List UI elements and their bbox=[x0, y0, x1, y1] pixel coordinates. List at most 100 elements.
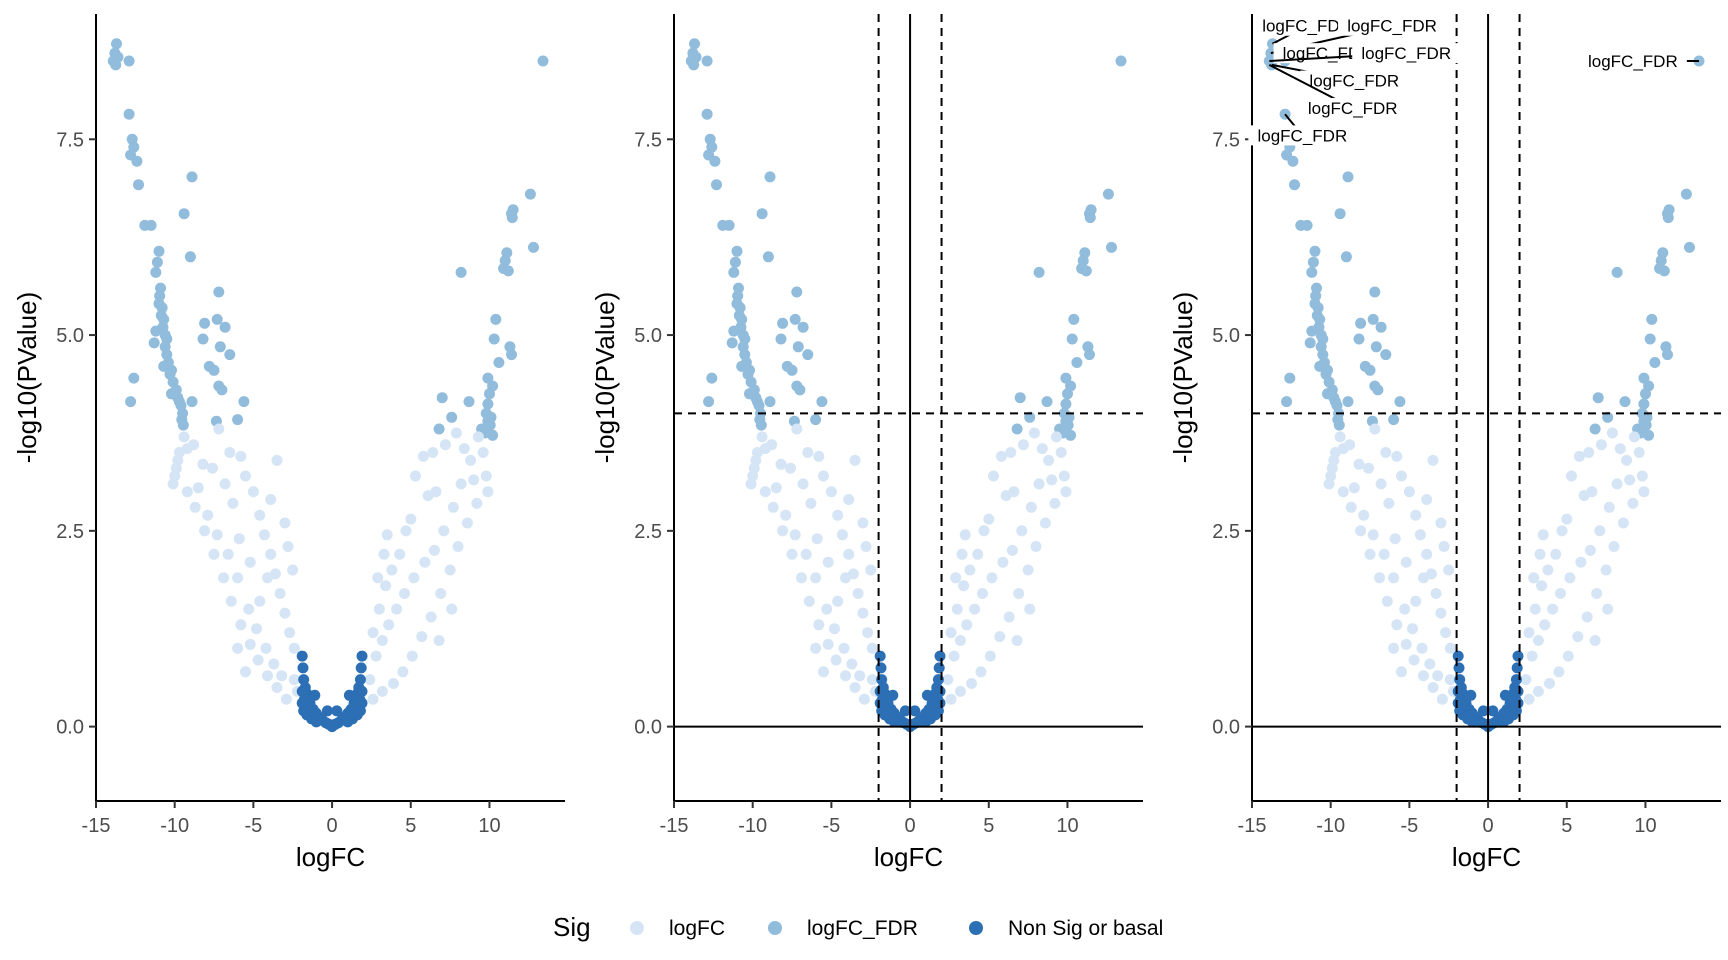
data-point bbox=[1662, 349, 1673, 361]
data-point bbox=[797, 478, 809, 490]
data-point bbox=[1487, 705, 1499, 717]
annotation-label: logFC_FDR bbox=[1588, 52, 1678, 71]
data-point bbox=[689, 38, 700, 50]
data-point bbox=[1340, 251, 1352, 263]
annotation-label: logFC_FDR bbox=[1347, 17, 1437, 36]
data-point bbox=[1011, 635, 1023, 646]
data-point bbox=[767, 501, 779, 513]
data-point bbox=[1388, 414, 1400, 426]
data-point bbox=[235, 450, 247, 462]
data-point bbox=[279, 607, 291, 619]
data-point bbox=[822, 638, 834, 650]
data-point bbox=[1367, 529, 1379, 541]
data-point bbox=[1017, 439, 1029, 451]
data-point bbox=[811, 533, 823, 545]
data-point bbox=[794, 384, 806, 396]
data-point bbox=[252, 654, 264, 666]
data-point bbox=[1619, 396, 1631, 408]
data-point bbox=[372, 572, 384, 584]
data-point bbox=[791, 286, 803, 298]
data-point bbox=[506, 349, 517, 361]
data-point bbox=[887, 689, 899, 701]
data-point bbox=[1039, 517, 1051, 529]
data-point bbox=[731, 245, 743, 257]
data-point bbox=[964, 564, 976, 576]
data-point bbox=[1606, 427, 1618, 439]
data-point bbox=[1062, 388, 1073, 400]
data-point bbox=[391, 603, 403, 615]
data-point bbox=[984, 650, 996, 662]
data-point bbox=[1589, 423, 1601, 435]
data-point bbox=[789, 313, 801, 325]
data-point bbox=[1399, 603, 1411, 615]
data-point bbox=[1421, 494, 1433, 505]
data-point bbox=[726, 337, 738, 349]
data-point bbox=[208, 548, 220, 560]
data-point bbox=[1628, 431, 1640, 443]
data-point bbox=[1408, 654, 1420, 666]
data-point bbox=[430, 486, 442, 498]
data-point bbox=[197, 333, 209, 345]
data-point bbox=[151, 256, 163, 268]
data-point bbox=[1435, 607, 1447, 619]
data-point bbox=[1680, 188, 1692, 200]
data-point bbox=[874, 685, 886, 697]
y-axis-title: -log10(PValue) bbox=[12, 292, 42, 464]
data-point bbox=[376, 635, 388, 646]
data-point bbox=[1435, 517, 1447, 529]
data-point bbox=[777, 317, 789, 329]
data-point bbox=[502, 265, 514, 277]
data-point bbox=[958, 580, 970, 592]
data-point bbox=[750, 454, 762, 466]
data-point bbox=[1436, 693, 1448, 705]
data-point bbox=[309, 689, 321, 701]
data-point bbox=[1003, 611, 1015, 623]
data-point bbox=[458, 443, 470, 455]
data-point bbox=[1443, 564, 1455, 576]
data-point bbox=[1416, 642, 1428, 654]
x-tick-label: 5 bbox=[983, 815, 994, 837]
data-point bbox=[843, 494, 855, 505]
data-point bbox=[1284, 372, 1296, 384]
data-point bbox=[791, 423, 803, 435]
y-tick-label: 5.0 bbox=[634, 325, 662, 347]
data-point bbox=[268, 658, 280, 670]
data-point bbox=[123, 55, 135, 67]
data-point bbox=[410, 470, 421, 482]
data-point bbox=[1022, 564, 1034, 576]
data-point bbox=[1060, 486, 1072, 498]
data-point bbox=[417, 450, 429, 462]
data-point bbox=[1430, 588, 1442, 599]
data-point bbox=[1584, 544, 1596, 556]
data-point bbox=[1611, 478, 1623, 490]
data-point bbox=[1049, 497, 1061, 509]
data-point bbox=[1378, 548, 1390, 560]
data-point bbox=[1065, 429, 1077, 441]
data-point bbox=[1649, 357, 1661, 368]
data-point bbox=[1444, 674, 1456, 686]
data-point bbox=[1499, 689, 1511, 701]
data-point bbox=[1071, 357, 1083, 368]
data-point bbox=[1345, 501, 1357, 513]
data-point bbox=[482, 372, 494, 384]
data-point bbox=[439, 439, 451, 451]
data-point bbox=[1043, 454, 1055, 466]
y-tick-label: 0.0 bbox=[634, 717, 662, 739]
data-point bbox=[1400, 638, 1412, 650]
data-point bbox=[227, 497, 239, 509]
data-point bbox=[951, 603, 963, 615]
data-point bbox=[1638, 372, 1650, 384]
data-point bbox=[800, 548, 812, 560]
data-point bbox=[177, 419, 189, 431]
data-point bbox=[244, 638, 256, 650]
data-point bbox=[1369, 286, 1381, 298]
data-point bbox=[1602, 603, 1614, 615]
data-point bbox=[747, 470, 759, 482]
data-point bbox=[1562, 650, 1574, 662]
data-point bbox=[1532, 635, 1544, 646]
data-point bbox=[1304, 337, 1316, 349]
data-point bbox=[786, 548, 798, 560]
data-point bbox=[810, 572, 822, 584]
data-point bbox=[1306, 325, 1318, 337]
legend-label: logFC_FDR bbox=[807, 917, 918, 940]
